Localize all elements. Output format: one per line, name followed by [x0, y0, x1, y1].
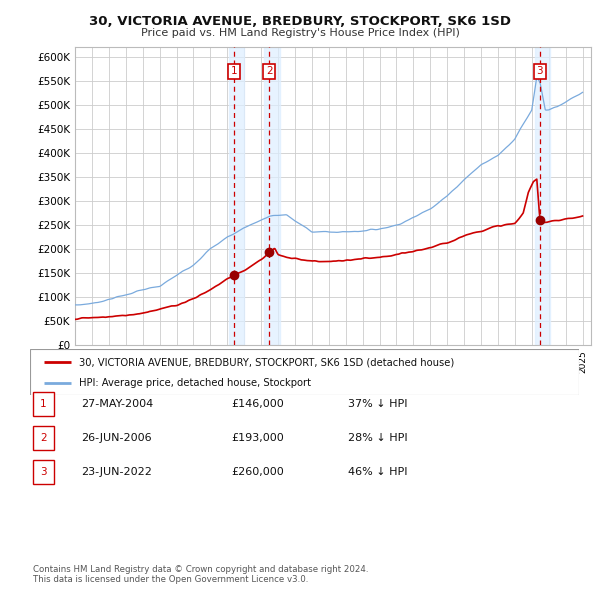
Text: HPI: Average price, detached house, Stockport: HPI: Average price, detached house, Stoc…	[79, 378, 311, 388]
Text: Price paid vs. HM Land Registry's House Price Index (HPI): Price paid vs. HM Land Registry's House …	[140, 28, 460, 38]
Text: 1: 1	[231, 66, 238, 76]
Text: 1: 1	[40, 399, 47, 409]
Text: 23-JUN-2022: 23-JUN-2022	[81, 467, 152, 477]
Text: 37% ↓ HPI: 37% ↓ HPI	[348, 399, 407, 409]
Text: Contains HM Land Registry data © Crown copyright and database right 2024.
This d: Contains HM Land Registry data © Crown c…	[33, 565, 368, 584]
Bar	[535, 47, 550, 345]
Text: 28% ↓ HPI: 28% ↓ HPI	[348, 433, 407, 442]
Text: 27-MAY-2004: 27-MAY-2004	[81, 399, 153, 409]
Text: 46% ↓ HPI: 46% ↓ HPI	[348, 467, 407, 477]
Text: 30, VICTORIA AVENUE, BREDBURY, STOCKPORT, SK6 1SD (detached house): 30, VICTORIA AVENUE, BREDBURY, STOCKPORT…	[79, 357, 455, 367]
Bar	[229, 47, 244, 345]
Text: £260,000: £260,000	[231, 467, 284, 477]
Bar	[265, 47, 280, 345]
Text: 30, VICTORIA AVENUE, BREDBURY, STOCKPORT, SK6 1SD: 30, VICTORIA AVENUE, BREDBURY, STOCKPORT…	[89, 15, 511, 28]
Text: 2: 2	[266, 66, 273, 76]
Text: 3: 3	[536, 66, 543, 76]
Text: 26-JUN-2006: 26-JUN-2006	[81, 433, 152, 442]
Text: £146,000: £146,000	[231, 399, 284, 409]
Text: 2: 2	[40, 433, 47, 442]
Text: 3: 3	[40, 467, 47, 477]
Text: £193,000: £193,000	[231, 433, 284, 442]
FancyBboxPatch shape	[30, 349, 579, 395]
